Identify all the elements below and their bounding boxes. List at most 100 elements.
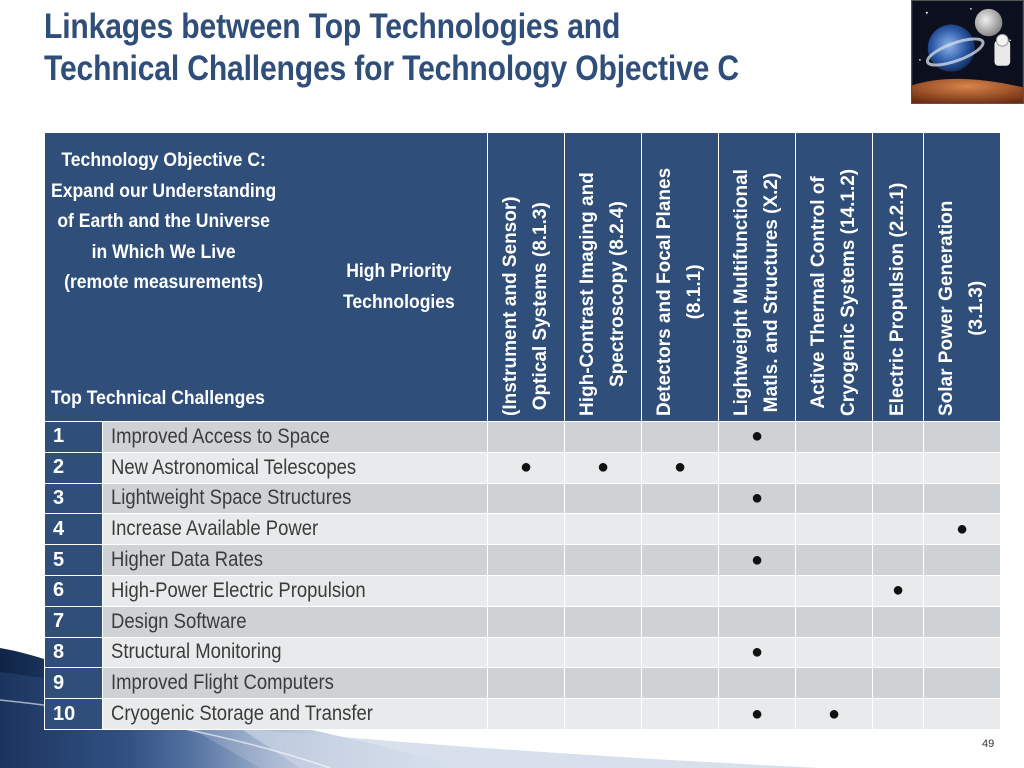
linkage-cell <box>923 544 1001 576</box>
linkage-cell <box>795 513 873 546</box>
linkage-cell <box>795 667 873 700</box>
linkage-cell <box>487 667 565 700</box>
objective-line: (remote measurements) <box>64 271 264 293</box>
challenge-label-text: Cryogenic Storage and Transfer <box>111 702 373 726</box>
linkage-cell <box>564 574 642 607</box>
objective-line: Expand our Understanding <box>51 179 277 202</box>
technology-line: (8.1.1) <box>684 264 705 320</box>
linkage-cell <box>487 513 565 546</box>
challenge-number: 1 <box>44 421 103 453</box>
linkage-cell: ● <box>564 451 642 484</box>
linkage-cell <box>923 698 1001 730</box>
challenge-label: Design Software <box>102 605 488 638</box>
table-row: 1 Improved Access to Space ● <box>44 421 1001 453</box>
linkage-cell: ● <box>872 574 924 607</box>
objective-line: in Which We Live <box>91 240 236 263</box>
objective-description: Technology Objective C: Expand our Under… <box>51 145 276 298</box>
linkage-cell <box>872 698 924 730</box>
linkage-cell <box>795 544 873 576</box>
linkage-cell <box>564 421 642 453</box>
linkage-cell <box>718 605 796 638</box>
table-row: 3 Lightweight Space Structures ● <box>44 482 1001 515</box>
linkage-cell <box>718 513 796 546</box>
technology-header: Solar Power Generation (3.1.3) <box>923 132 1001 422</box>
linkage-cell: ● <box>718 421 796 453</box>
linkage-dot-icon: ● <box>750 548 764 571</box>
title-line-2: Technical Challenges for Technology Obje… <box>44 49 739 88</box>
linkage-cell <box>564 605 642 638</box>
linkage-table: Technology Objective C: Expand our Under… <box>44 132 1001 730</box>
table-row: 2 New Astronomical Telescopes ● ● ● <box>44 451 1001 484</box>
challenge-label: Higher Data Rates <box>102 544 488 576</box>
linkage-cell <box>487 605 565 638</box>
technology-header: Active Thermal Control of Cryogenic Syst… <box>795 132 873 422</box>
linkage-cell <box>641 482 719 515</box>
challenge-label-text: Increase Available Power <box>111 517 319 541</box>
linkage-cell: ● <box>923 513 1001 546</box>
technology-line: Active Thermal Control of <box>808 176 829 409</box>
table-row: 4 Increase Available Power ● <box>44 513 1001 546</box>
challenge-number: 2 <box>44 451 103 484</box>
table-row: 5 Higher Data Rates ● <box>44 544 1001 576</box>
challenge-label-text: High-Power Electric Propulsion <box>111 578 366 602</box>
technology-line: Matls. and Structures (X.2) <box>761 172 782 413</box>
technology-line: (3.1.3) <box>966 280 987 336</box>
linkage-cell: ● <box>641 451 719 484</box>
page-number: 49 <box>982 738 995 750</box>
linkage-cell: ● <box>718 698 796 730</box>
linkage-cell <box>795 451 873 484</box>
linkage-cell <box>564 636 642 669</box>
table-row: 6 High-Power Electric Propulsion ● <box>44 574 1001 607</box>
linkage-cell <box>641 421 719 453</box>
linkage-dot-icon: ● <box>750 486 764 509</box>
linkage-cell <box>872 482 924 515</box>
objective-line: Technology Objective C: <box>61 149 266 171</box>
technology-line: Cryogenic Systems (14.1.2) <box>838 168 859 416</box>
linkage-cell <box>718 451 796 484</box>
linkage-cell <box>872 513 924 546</box>
linkage-dot-icon: ● <box>750 425 764 448</box>
linkage-cell <box>564 513 642 546</box>
challenge-label-text: New Astronomical Telescopes <box>111 455 357 479</box>
technology-header: Detectors and Focal Planes (8.1.1) <box>641 132 719 422</box>
linkage-cell <box>872 636 924 669</box>
challenge-number: 9 <box>44 667 103 700</box>
challenge-label: New Astronomical Telescopes <box>102 451 488 484</box>
space-collage-image <box>911 0 1024 104</box>
challenges-label: Top Technical Challenges <box>51 387 265 409</box>
table-row: 10 Cryogenic Storage and Transfer ● ● <box>44 698 1001 730</box>
challenge-label: Improved Access to Space <box>102 421 488 453</box>
linkage-cell <box>641 513 719 546</box>
linkage-cell <box>487 636 565 669</box>
technology-line: Detectors and Focal Planes <box>654 167 675 416</box>
linkage-cell <box>487 574 565 607</box>
technology-header: High-Contrast Imaging and Spectroscopy (… <box>564 132 642 422</box>
technology-line: Electric Propulsion (2.2.1) <box>887 182 908 416</box>
linkage-cell <box>487 421 565 453</box>
linkage-dot-icon: ● <box>750 640 764 663</box>
challenge-label-text: Lightweight Space Structures <box>111 486 352 510</box>
linkage-cell <box>923 421 1001 453</box>
linkage-cell <box>872 451 924 484</box>
linkage-cell <box>487 544 565 576</box>
challenge-label: Cryogenic Storage and Transfer <box>102 698 488 730</box>
linkage-cell <box>564 667 642 700</box>
linkage-cell <box>718 574 796 607</box>
technology-header: Lightweight Multifunctional Matls. and S… <box>718 132 796 422</box>
table-row: 7 Design Software <box>44 605 1001 638</box>
challenge-label-text: Improved Flight Computers <box>111 671 334 695</box>
technology-line: Spectroscopy (8.2.4) <box>607 201 628 388</box>
page-title: Linkages between Top Technologies and Te… <box>44 6 739 90</box>
linkage-cell <box>795 574 873 607</box>
linkage-cell <box>795 421 873 453</box>
technology-line: High-Contrast Imaging and <box>577 172 598 416</box>
linkage-cell <box>641 698 719 730</box>
linkage-cell <box>795 636 873 669</box>
linkage-cell <box>641 544 719 576</box>
linkage-cell <box>641 605 719 638</box>
linkage-cell: ● <box>718 482 796 515</box>
linkage-cell <box>641 667 719 700</box>
challenge-number: 5 <box>44 544 103 576</box>
challenge-label-text: Structural Monitoring <box>111 640 282 664</box>
linkage-cell <box>872 605 924 638</box>
